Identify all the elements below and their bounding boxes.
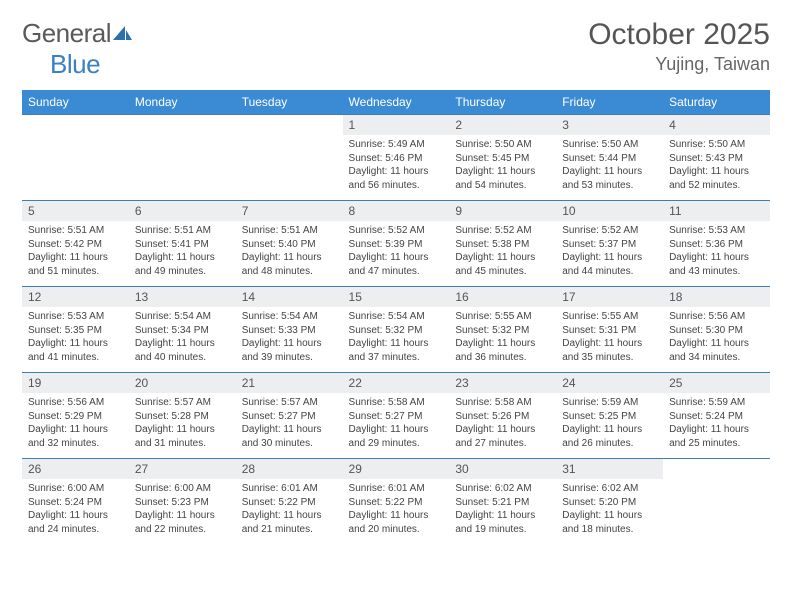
day-detail: Sunrise: 5:53 AMSunset: 5:36 PMDaylight:… [663, 221, 770, 287]
week-1-numrow: 567891011 [22, 201, 770, 222]
day-number: 26 [22, 459, 129, 480]
day-detail: Sunrise: 5:55 AMSunset: 5:32 PMDaylight:… [449, 307, 556, 373]
day-detail: Sunrise: 5:58 AMSunset: 5:27 PMDaylight:… [343, 393, 450, 459]
day-number: 23 [449, 373, 556, 394]
day-number: 1 [343, 115, 450, 136]
day-detail: Sunrise: 5:53 AMSunset: 5:35 PMDaylight:… [22, 307, 129, 373]
day-number: 25 [663, 373, 770, 394]
day-number: 20 [129, 373, 236, 394]
day-detail: Sunrise: 5:57 AMSunset: 5:27 PMDaylight:… [236, 393, 343, 459]
day-number: 2 [449, 115, 556, 136]
day-detail: Sunrise: 5:52 AMSunset: 5:37 PMDaylight:… [556, 221, 663, 287]
day-detail: Sunrise: 6:02 AMSunset: 5:20 PMDaylight:… [556, 479, 663, 544]
day-number: 13 [129, 287, 236, 308]
day-number: 12 [22, 287, 129, 308]
day-detail [236, 135, 343, 201]
week-0-detailrow: Sunrise: 5:49 AMSunset: 5:46 PMDaylight:… [22, 135, 770, 201]
day-detail: Sunrise: 6:01 AMSunset: 5:22 PMDaylight:… [236, 479, 343, 544]
day-number: 10 [556, 201, 663, 222]
day-detail: Sunrise: 5:52 AMSunset: 5:38 PMDaylight:… [449, 221, 556, 287]
day-detail: Sunrise: 5:59 AMSunset: 5:25 PMDaylight:… [556, 393, 663, 459]
day-detail: Sunrise: 5:50 AMSunset: 5:45 PMDaylight:… [449, 135, 556, 201]
day-detail: Sunrise: 5:50 AMSunset: 5:43 PMDaylight:… [663, 135, 770, 201]
day-number [22, 115, 129, 136]
day-detail: Sunrise: 5:54 AMSunset: 5:33 PMDaylight:… [236, 307, 343, 373]
week-4-numrow: 262728293031 [22, 459, 770, 480]
week-1-detailrow: Sunrise: 5:51 AMSunset: 5:42 PMDaylight:… [22, 221, 770, 287]
week-2-numrow: 12131415161718 [22, 287, 770, 308]
week-4-detailrow: Sunrise: 6:00 AMSunset: 5:24 PMDaylight:… [22, 479, 770, 544]
day-detail: Sunrise: 5:54 AMSunset: 5:32 PMDaylight:… [343, 307, 450, 373]
day-detail: Sunrise: 6:00 AMSunset: 5:23 PMDaylight:… [129, 479, 236, 544]
day-number [663, 459, 770, 480]
day-detail: Sunrise: 5:58 AMSunset: 5:26 PMDaylight:… [449, 393, 556, 459]
day-header-tuesday: Tuesday [236, 90, 343, 115]
logo-part1: General [22, 18, 111, 48]
day-number: 28 [236, 459, 343, 480]
day-number: 24 [556, 373, 663, 394]
logo-text: GeneralBlue [22, 18, 133, 80]
day-number: 11 [663, 201, 770, 222]
day-detail: Sunrise: 5:57 AMSunset: 5:28 PMDaylight:… [129, 393, 236, 459]
day-number: 18 [663, 287, 770, 308]
day-header-row: SundayMondayTuesdayWednesdayThursdayFrid… [22, 90, 770, 115]
day-number: 29 [343, 459, 450, 480]
day-detail: Sunrise: 5:51 AMSunset: 5:41 PMDaylight:… [129, 221, 236, 287]
day-header-thursday: Thursday [449, 90, 556, 115]
logo-part2: Blue [50, 49, 100, 79]
day-number: 31 [556, 459, 663, 480]
day-number: 21 [236, 373, 343, 394]
day-header-sunday: Sunday [22, 90, 129, 115]
day-detail: Sunrise: 5:55 AMSunset: 5:31 PMDaylight:… [556, 307, 663, 373]
day-number: 15 [343, 287, 450, 308]
page-title: October 2025 [588, 18, 770, 52]
calendar-table: SundayMondayTuesdayWednesdayThursdayFrid… [22, 90, 770, 544]
week-3-numrow: 19202122232425 [22, 373, 770, 394]
day-detail: Sunrise: 5:49 AMSunset: 5:46 PMDaylight:… [343, 135, 450, 201]
day-number: 8 [343, 201, 450, 222]
title-block: October 2025 Yujing, Taiwan [588, 18, 770, 75]
day-header-wednesday: Wednesday [343, 90, 450, 115]
week-0-numrow: 1234 [22, 115, 770, 136]
day-detail: Sunrise: 5:51 AMSunset: 5:42 PMDaylight:… [22, 221, 129, 287]
day-detail: Sunrise: 5:56 AMSunset: 5:29 PMDaylight:… [22, 393, 129, 459]
week-3-detailrow: Sunrise: 5:56 AMSunset: 5:29 PMDaylight:… [22, 393, 770, 459]
day-detail: Sunrise: 5:51 AMSunset: 5:40 PMDaylight:… [236, 221, 343, 287]
day-detail: Sunrise: 6:00 AMSunset: 5:24 PMDaylight:… [22, 479, 129, 544]
day-detail: Sunrise: 5:56 AMSunset: 5:30 PMDaylight:… [663, 307, 770, 373]
day-number: 17 [556, 287, 663, 308]
day-detail [663, 479, 770, 544]
day-detail: Sunrise: 5:50 AMSunset: 5:44 PMDaylight:… [556, 135, 663, 201]
day-number: 9 [449, 201, 556, 222]
day-number: 30 [449, 459, 556, 480]
day-detail: Sunrise: 6:02 AMSunset: 5:21 PMDaylight:… [449, 479, 556, 544]
day-number: 5 [22, 201, 129, 222]
day-detail [129, 135, 236, 201]
day-number [129, 115, 236, 136]
logo: GeneralBlue [22, 18, 133, 80]
day-number: 4 [663, 115, 770, 136]
location-label: Yujing, Taiwan [588, 54, 770, 75]
day-number: 22 [343, 373, 450, 394]
day-header-saturday: Saturday [663, 90, 770, 115]
day-header-monday: Monday [129, 90, 236, 115]
calendar-body: 1234 Sunrise: 5:49 AMSunset: 5:46 PMDayl… [22, 115, 770, 545]
logo-sail-icon [111, 18, 133, 49]
day-number: 6 [129, 201, 236, 222]
day-number [236, 115, 343, 136]
day-detail [22, 135, 129, 201]
day-number: 7 [236, 201, 343, 222]
day-number: 14 [236, 287, 343, 308]
day-detail: Sunrise: 5:54 AMSunset: 5:34 PMDaylight:… [129, 307, 236, 373]
page-header: GeneralBlue October 2025 Yujing, Taiwan [22, 18, 770, 80]
day-detail: Sunrise: 5:52 AMSunset: 5:39 PMDaylight:… [343, 221, 450, 287]
day-number: 19 [22, 373, 129, 394]
day-number: 16 [449, 287, 556, 308]
day-detail: Sunrise: 5:59 AMSunset: 5:24 PMDaylight:… [663, 393, 770, 459]
week-2-detailrow: Sunrise: 5:53 AMSunset: 5:35 PMDaylight:… [22, 307, 770, 373]
day-detail: Sunrise: 6:01 AMSunset: 5:22 PMDaylight:… [343, 479, 450, 544]
day-number: 3 [556, 115, 663, 136]
day-header-friday: Friday [556, 90, 663, 115]
day-number: 27 [129, 459, 236, 480]
